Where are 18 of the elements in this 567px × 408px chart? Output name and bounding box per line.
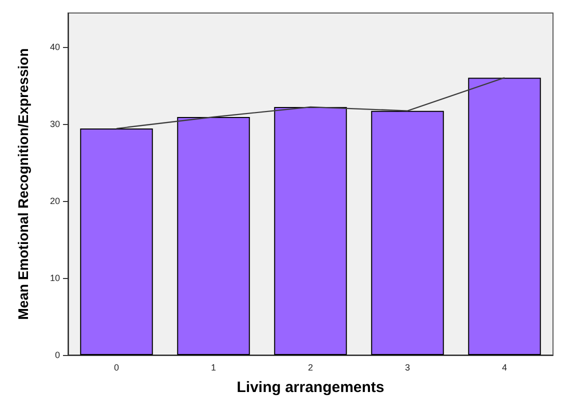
x-tick-label: 3 [404,362,410,372]
bar [177,116,250,355]
y-tick-label: 10 [50,272,60,283]
y-axis-title: Mean Emotional Recognition/Expression [15,48,31,320]
bar [274,106,347,355]
bar [468,78,541,355]
x-tick-label: 2 [308,362,314,372]
y-tick-label: 30 [50,118,60,129]
y-tick-label: 0 [54,350,60,360]
x-tick-label: 1 [210,362,216,372]
x-tick-label: 0 [114,362,120,372]
y-tick-label: 40 [50,42,60,52]
y-tick-label: 20 [50,196,60,206]
bar [80,128,153,355]
bar [371,110,444,355]
x-axis-title: Living arrangements [236,379,384,396]
x-tick-label: 4 [502,362,508,372]
line-series [116,77,506,130]
